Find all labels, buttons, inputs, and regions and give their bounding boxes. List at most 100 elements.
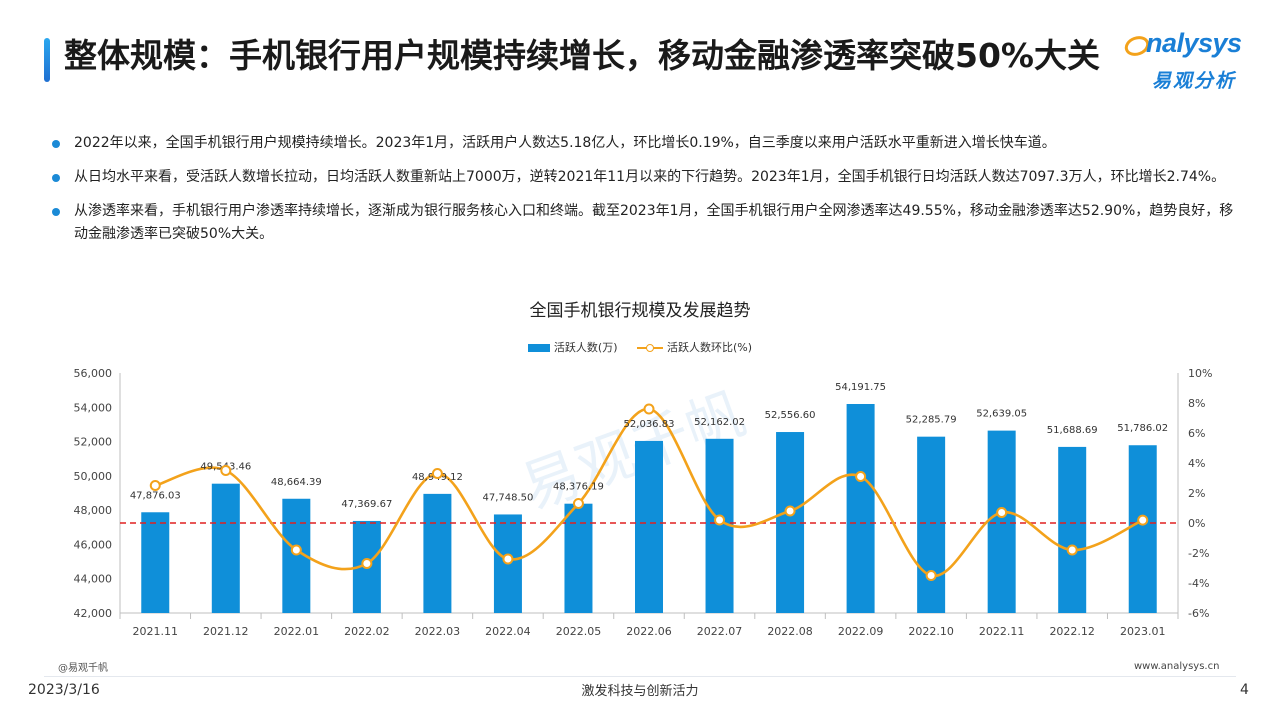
- bar-value-label: 51,688.69: [1047, 425, 1098, 436]
- x-tick-label: 2021.12: [203, 625, 249, 638]
- bar-active-users: [1058, 446, 1087, 613]
- logo-swoosh-icon: [1124, 36, 1150, 56]
- bullet-text: 2022年以来，全国手机银行用户规模持续增长。2023年1月，活跃用户人数达5.…: [74, 135, 1056, 151]
- logo-cn-text: 易观分析: [1152, 70, 1237, 92]
- line-point-marker: [1137, 514, 1149, 526]
- x-tick-label: 2022.08: [767, 625, 813, 638]
- bar-value-label: 54,191.75: [835, 382, 886, 393]
- x-tick-label: 2022.11: [979, 625, 1025, 638]
- line-point-marker: [290, 544, 302, 556]
- y-left-tick-label: 48,000: [74, 504, 113, 517]
- page-title: 整体规模：手机银行用户规模持续增长，移动金融渗透率突破50%大关: [64, 36, 1100, 75]
- y-left-tick-label: 42,000: [74, 607, 113, 620]
- bar-active-users: [635, 440, 663, 613]
- bullet-dot-icon: [52, 140, 60, 148]
- y-left-tick-label: 56,000: [74, 367, 113, 380]
- bar-value-label: 47,748.50: [482, 492, 533, 503]
- line-point-marker: [996, 507, 1008, 518]
- bar-value-label: 47,369.67: [341, 499, 392, 510]
- bar-active-users: [1128, 445, 1157, 613]
- chart-legend: 活跃人数(万) 活跃人数环比(%): [0, 339, 1280, 355]
- line-point-marker: [149, 480, 161, 491]
- bar-value-label: 52,162.02: [694, 417, 745, 428]
- line-point-marker: [572, 498, 584, 509]
- bar-active-users: [141, 512, 170, 613]
- y-right-tick-label: -6%: [1188, 607, 1209, 620]
- x-tick-label: 2022.06: [626, 625, 672, 638]
- y-right-tick-label: 4%: [1188, 457, 1205, 470]
- bar-value-label: 52,556.60: [765, 410, 816, 421]
- bar-value-label: 51,786.02: [1117, 423, 1168, 434]
- line-point-marker: [714, 514, 726, 526]
- bar-active-users: [423, 493, 452, 613]
- bar-value-label: 52,639.05: [976, 409, 1027, 420]
- y-right-tick-label: 2%: [1188, 487, 1205, 500]
- x-tick-label: 2022.02: [344, 625, 390, 638]
- legend-line-label: 活跃人数环比(%): [667, 341, 753, 354]
- x-tick-label: 2021.11: [133, 625, 179, 638]
- line-point-marker: [925, 570, 937, 581]
- bar-active-users: [846, 403, 875, 613]
- bar-value-label: 48,376.19: [553, 482, 604, 493]
- x-tick-label: 2022.10: [908, 625, 954, 638]
- line-point-marker: [643, 403, 655, 415]
- legend-line-swatch: [637, 343, 664, 353]
- bar-active-users: [987, 430, 1016, 613]
- x-tick-label: 2022.12: [1049, 625, 1095, 638]
- line-point-marker: [502, 553, 514, 565]
- x-tick-label: 2023.01: [1120, 625, 1166, 638]
- legend-item-line: 活跃人数环比(%): [637, 339, 752, 355]
- x-tick-label: 2022.07: [697, 625, 743, 638]
- y-right-tick-label: -4%: [1188, 577, 1209, 590]
- x-tick-label: 2022.03: [415, 625, 461, 638]
- bullet-item: 从渗透率来看，手机银行用户渗透率持续增长，逐渐成为银行服务核心入口和终端。截至2…: [52, 200, 1242, 246]
- x-tick-label: 2022.05: [556, 625, 602, 638]
- bullet-dot-icon: [52, 208, 60, 216]
- line-point-marker: [1066, 544, 1078, 556]
- line-point-marker: [431, 468, 443, 479]
- y-left-tick-label: 54,000: [74, 401, 113, 414]
- summary-bullets: 2022年以来，全国手机银行用户规模持续增长。2023年1月，活跃用户人数达5.…: [52, 132, 1242, 257]
- y-right-tick-label: 10%: [1188, 367, 1212, 380]
- footer-tag: @易观千帆: [58, 663, 108, 674]
- title-accent-bar: [44, 38, 50, 82]
- x-tick-label: 2022.04: [485, 625, 531, 638]
- y-right-tick-label: -2%: [1188, 547, 1209, 560]
- footer-slogan: 激发科技与创新活力: [581, 684, 699, 699]
- legend-bar-label: 活跃人数(万): [553, 341, 618, 354]
- line-point-marker: [855, 471, 867, 482]
- bullet-item: 从日均水平来看，受活跃人数增长拉动，日均活跃人数重新站上7000万，逆转2021…: [52, 166, 1242, 189]
- line-point-marker: [361, 558, 373, 569]
- line-point-marker: [784, 505, 796, 517]
- bar-value-label: 52,036.83: [624, 419, 675, 430]
- bullet-dot-icon: [52, 174, 60, 182]
- y-left-tick-label: 44,000: [74, 573, 113, 586]
- footer-date: 2023/3/16: [28, 682, 100, 698]
- footer-url[interactable]: www.analysys.cn: [1134, 661, 1220, 672]
- bar-value-label: 52,285.79: [906, 415, 957, 426]
- bar-value-label: 48,664.39: [271, 477, 322, 488]
- y-right-tick-label: 8%: [1188, 397, 1205, 410]
- page-number: 4: [1240, 682, 1249, 698]
- bullet-text: 从日均水平来看，受活跃人数增长拉动，日均活跃人数重新站上7000万，逆转2021…: [74, 169, 1226, 185]
- bullet-item: 2022年以来，全国手机银行用户规模持续增长。2023年1月，活跃用户人数达5.…: [52, 132, 1242, 155]
- line-point-marker: [220, 465, 232, 476]
- footer-divider: [44, 676, 1236, 677]
- y-left-tick-label: 50,000: [74, 470, 113, 483]
- chart-title: 全国手机银行规模及发展趋势: [529, 301, 751, 321]
- bar-active-users: [917, 436, 946, 613]
- y-left-tick-label: 46,000: [74, 538, 113, 551]
- logo-en-text: nalysys: [1146, 28, 1242, 58]
- y-left-tick-label: 52,000: [74, 436, 113, 449]
- y-right-tick-label: 0%: [1188, 517, 1205, 530]
- legend-item-bar: 活跃人数(万): [527, 339, 618, 355]
- y-right-tick-label: 6%: [1188, 427, 1205, 440]
- legend-bar-swatch: [527, 344, 550, 352]
- bullet-text: 从渗透率来看，手机银行用户渗透率持续增长，逐渐成为银行服务核心入口和终端。截至2…: [74, 203, 1234, 242]
- bar-active-users: [564, 503, 593, 613]
- bar-value-label: 47,876.03: [130, 490, 181, 501]
- x-tick-label: 2022.01: [274, 625, 320, 638]
- analysys-logo: nalysys 易观分析: [1124, 28, 1258, 98]
- x-tick-label: 2022.09: [838, 625, 884, 638]
